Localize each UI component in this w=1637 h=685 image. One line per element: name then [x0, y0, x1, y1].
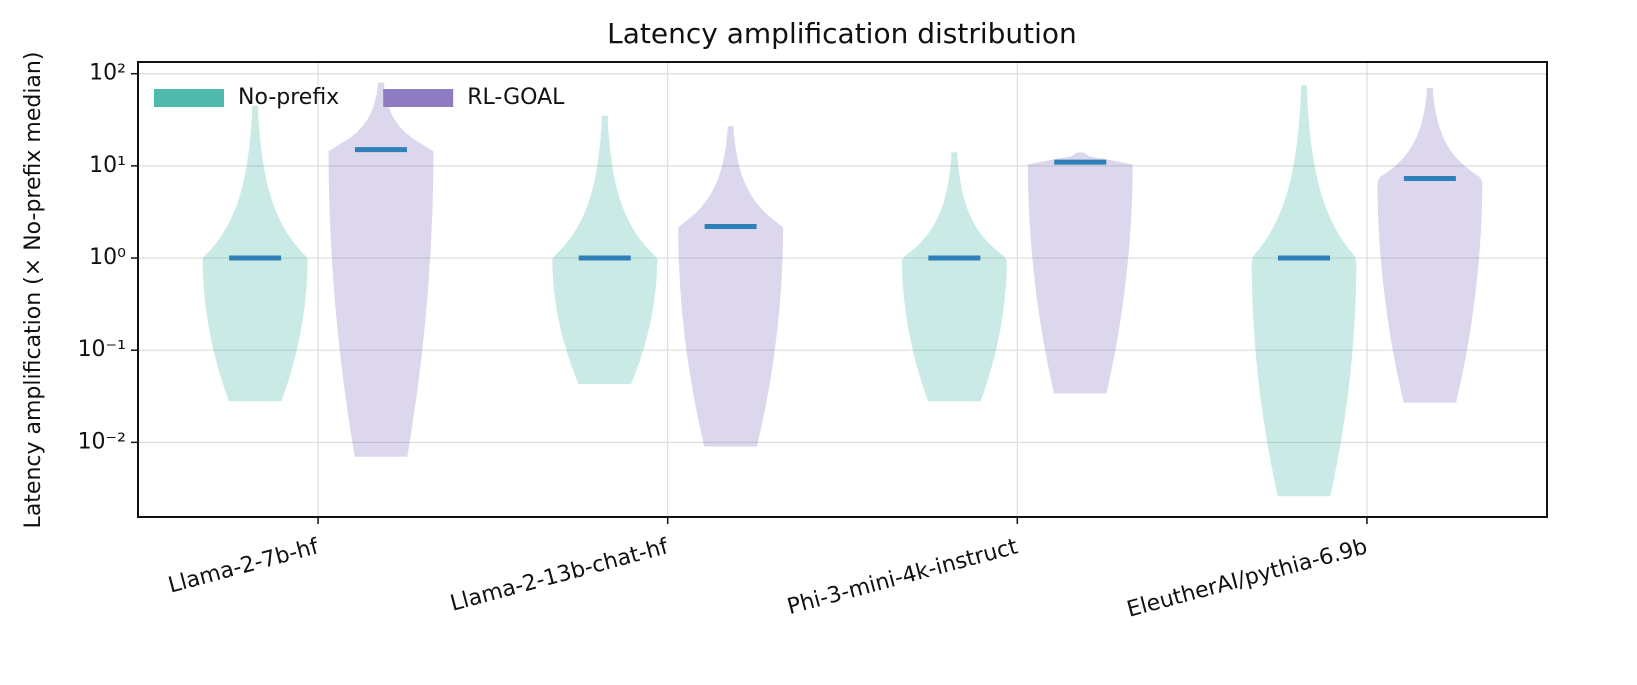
x-tick-label: Phi-3-mini-4k-instruct — [785, 534, 1021, 620]
y-tick-label: 10⁻² — [78, 429, 126, 454]
x-tick-label: Llama-2-7b-hf — [166, 534, 323, 598]
plot-frame — [137, 61, 1548, 518]
y-tick-label: 10⁰ — [89, 245, 126, 270]
x-tick-label: Llama-2-13b-chat-hf — [448, 534, 672, 617]
y-tick-label: 10⁻¹ — [78, 337, 126, 362]
chart-title: Latency amplification distribution — [607, 17, 1077, 50]
violin — [1027, 152, 1133, 394]
y-tick-label: 10¹ — [89, 153, 126, 178]
x-tick-label: EleutherAI/pythia-6.9b — [1124, 534, 1370, 622]
violin — [1377, 88, 1483, 403]
violin — [901, 152, 1007, 402]
y-axis-label: Latency amplification (× No-prefix media… — [21, 52, 46, 529]
y-tick-label: 10² — [89, 61, 126, 86]
violin — [552, 115, 658, 384]
legend-swatch — [383, 89, 454, 107]
violin — [328, 82, 434, 457]
violin — [202, 105, 308, 402]
legend-label: RL-GOAL — [467, 85, 565, 110]
legend-swatch — [154, 89, 224, 107]
violin — [1251, 85, 1357, 497]
violin — [678, 126, 784, 447]
legend-label: No-prefix — [238, 85, 339, 110]
